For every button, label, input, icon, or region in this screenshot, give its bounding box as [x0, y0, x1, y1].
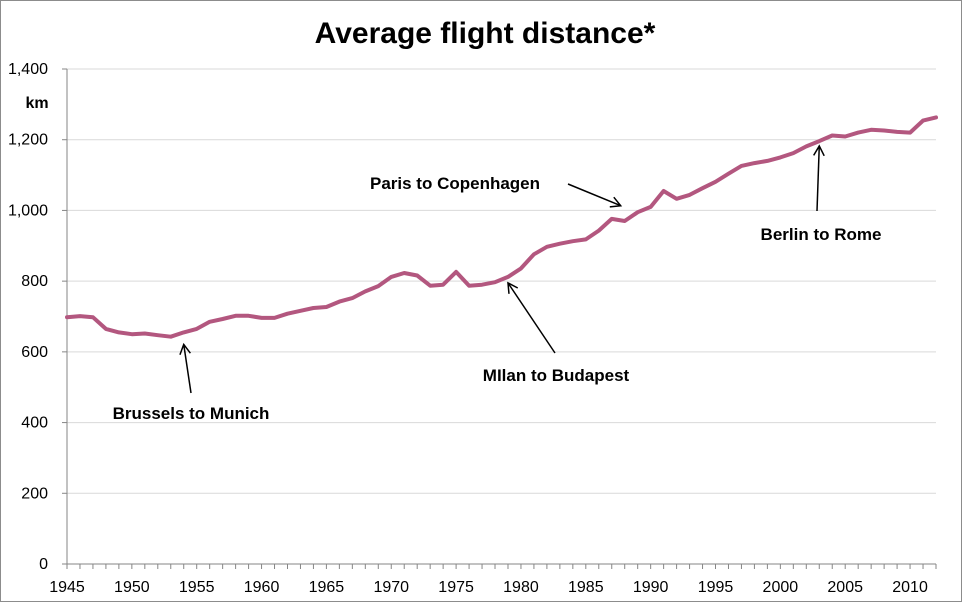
annotation-label: Berlin to Rome — [761, 225, 882, 244]
y-tick-label: 200 — [21, 485, 48, 502]
y-tick-label: 1,400 — [8, 61, 48, 78]
x-tick-label: 1955 — [179, 579, 215, 596]
annotation-label: MIlan to Budapest — [483, 366, 630, 385]
x-tick-label: 1980 — [503, 579, 539, 596]
y-tick-label: 1,000 — [8, 202, 48, 219]
data-series — [65, 115, 938, 339]
x-tick-label: 1945 — [49, 579, 85, 596]
x-tick-label: 1995 — [698, 579, 734, 596]
x-tick-label: 2010 — [892, 579, 928, 596]
x-tick-label: 2005 — [827, 579, 863, 596]
annotation-label: Paris to Copenhagen — [370, 174, 540, 193]
annotation-arrow — [179, 342, 192, 394]
annotation-label: Brussels to Munich — [113, 404, 270, 423]
axes — [62, 68, 937, 569]
y-tick-label: 600 — [21, 344, 48, 361]
x-tick-label: 1990 — [633, 579, 669, 596]
y-tick-label: 400 — [21, 415, 48, 432]
annotations: Brussels to Munich MIlan to Budapest Paris… — [113, 144, 882, 423]
tick-labels: 0 200 400 600 800 1,000 1,200 1,400 1945 1950 1955… — [8, 61, 928, 596]
x-tick-label: 1960 — [244, 579, 280, 596]
annotation-arrow — [507, 281, 556, 354]
y-tick-label: 800 — [21, 273, 48, 290]
x-tick-label: 1975 — [438, 579, 474, 596]
x-tick-label: 2000 — [763, 579, 799, 596]
x-tick-label: 1965 — [309, 579, 345, 596]
gridlines — [67, 68, 936, 494]
series-line — [65, 115, 938, 339]
y-axis-unit-label: km — [25, 95, 48, 112]
annotation-arrow — [813, 144, 825, 212]
chart-title: Average flight distance* — [315, 17, 656, 50]
y-tick-label: 1,200 — [8, 132, 48, 149]
y-tick-label: 0 — [39, 556, 48, 573]
x-tick-label: 1970 — [373, 579, 409, 596]
x-tick-label: 1950 — [114, 579, 150, 596]
x-tick-label: 1985 — [568, 579, 604, 596]
annotation-arrow — [567, 183, 623, 208]
